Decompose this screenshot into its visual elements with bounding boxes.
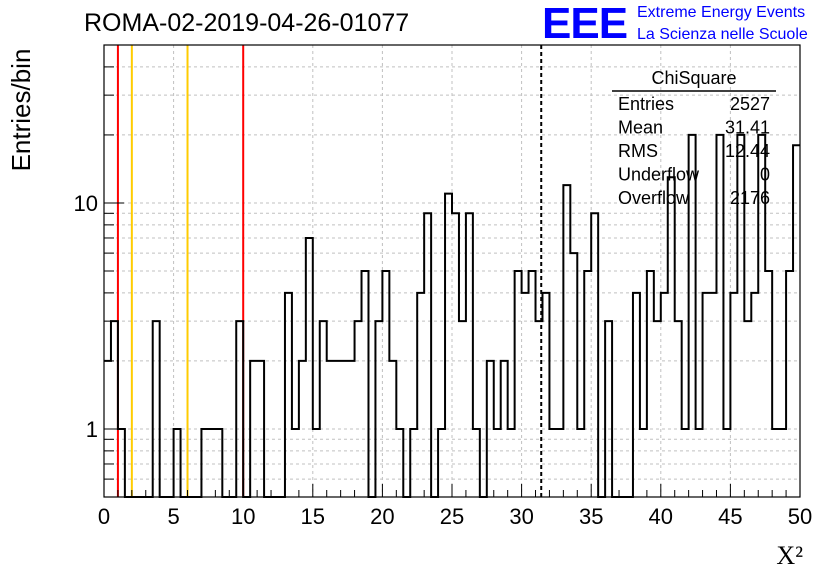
histogram-bin <box>382 271 389 497</box>
histogram-bin <box>703 293 710 497</box>
histogram-bin <box>542 293 549 497</box>
x-tick-label: 15 <box>301 504 325 529</box>
stats-title: ChiSquare <box>651 68 736 88</box>
histogram-bin <box>529 271 536 497</box>
histogram-bin <box>362 271 369 497</box>
stats-label: Overflow <box>618 188 690 208</box>
x-tick-label: 45 <box>718 504 742 529</box>
x-axis-label: X² <box>776 541 803 570</box>
histogram-series-line <box>104 133 800 498</box>
stats-value: 2527 <box>730 94 770 114</box>
stats-value: 2176 <box>730 188 770 208</box>
histogram-bin <box>633 293 640 497</box>
x-tick-label: 40 <box>649 504 673 529</box>
logo-mark: EEE <box>542 0 628 48</box>
histogram-bin <box>744 321 751 497</box>
histogram-bin <box>355 321 362 497</box>
histogram-bin <box>765 271 772 497</box>
x-tick-label: 25 <box>440 504 464 529</box>
stats-value: 0 <box>760 165 770 185</box>
x-tick-label: 5 <box>167 504 179 529</box>
stats-label: Mean <box>618 118 663 138</box>
y-tick-label: 1 <box>86 417 98 442</box>
stats-label: Underflow <box>618 165 700 185</box>
x-tick-label: 30 <box>509 504 533 529</box>
histogram-bin <box>584 271 591 497</box>
histogram-bin <box>786 271 793 497</box>
histogram-bin <box>320 321 327 497</box>
histogram-bin <box>111 321 118 497</box>
chart-title: ROMA-02-2019-04-26-01077 <box>84 9 410 37</box>
histogram-bin <box>424 213 431 497</box>
histogram-bin <box>563 185 570 497</box>
histogram-bin <box>730 293 737 497</box>
x-tick-label: 10 <box>231 504 255 529</box>
histogram-bin <box>654 321 661 497</box>
stats-label: Entries <box>618 94 674 114</box>
stats-value: 12.44 <box>725 141 770 161</box>
histogram-bin <box>751 293 758 497</box>
histogram-bin <box>661 293 668 497</box>
histogram-bin <box>675 321 682 497</box>
histogram-bin <box>570 253 577 497</box>
histogram-bin <box>445 194 452 497</box>
histogram-bin <box>515 271 522 497</box>
x-tick-label: 50 <box>788 504 812 529</box>
histogram-bin <box>647 271 654 497</box>
histogram-bin <box>452 213 459 497</box>
histogram-bin <box>375 321 382 497</box>
histogram-bin <box>306 238 313 497</box>
histogram-bin <box>285 293 292 497</box>
logo-line-1: Extreme Energy Events <box>637 4 806 21</box>
y-tick-label: 10 <box>74 191 98 216</box>
histogram-bin <box>459 321 466 497</box>
x-tick-label: 20 <box>370 504 394 529</box>
x-tick-label: 0 <box>98 504 110 529</box>
histogram-bin <box>605 321 612 497</box>
stats-value: 31.41 <box>725 118 770 138</box>
histogram-bin <box>153 321 160 497</box>
histogram-bin <box>466 213 473 497</box>
x-tick-label: 35 <box>579 504 603 529</box>
logo-line-2: La Scienza nelle Scuole <box>637 26 808 43</box>
y-axis-label: Entries/bin <box>6 49 36 172</box>
histogram-bin <box>522 293 529 497</box>
histogram-bin <box>591 213 598 497</box>
histogram-bin <box>417 293 424 497</box>
histogram-bin <box>236 321 243 497</box>
histogram-bin <box>710 293 717 497</box>
stats-label: RMS <box>618 141 658 161</box>
